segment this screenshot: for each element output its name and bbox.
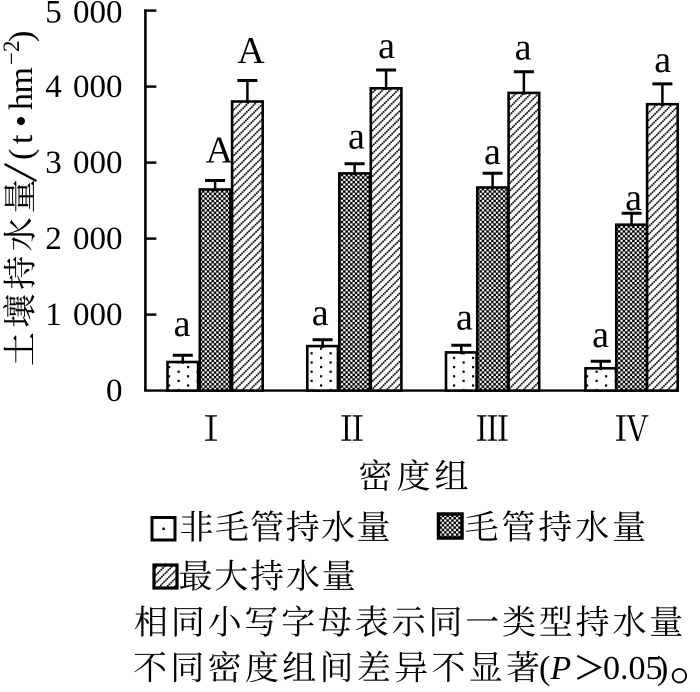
svg-text:a: a [312,292,329,334]
svg-text:1 000: 1 000 [45,297,122,333]
svg-text:a: a [654,39,671,81]
svg-text:a: a [592,314,609,356]
svg-text:0: 0 [106,373,123,409]
svg-text:a: a [456,297,473,339]
svg-text:5 000: 5 000 [45,0,122,31]
svg-text:a: a [378,25,395,67]
svg-text:a: a [625,177,642,219]
svg-text:a: a [174,303,191,345]
svg-text:t: t [3,134,40,144]
svg-text:•: • [3,115,40,127]
svg-text:m: m [3,67,40,93]
svg-text:−2: −2 [0,41,24,65]
svg-text:0.05: 0.05 [603,650,663,687]
svg-text:a: a [515,26,532,68]
svg-text:4 000: 4 000 [45,69,122,105]
svg-text:A: A [206,129,234,171]
svg-text:(P: (P [539,650,571,687]
svg-text:h: h [3,93,40,110]
svg-text:3 000: 3 000 [45,145,122,181]
svg-text:a: a [348,115,365,157]
svg-text:a: a [484,131,501,173]
svg-text:): ) [3,31,40,42]
svg-text:A: A [237,30,265,72]
svg-text:): ) [657,650,668,687]
svg-text:2 000: 2 000 [45,221,122,257]
svg-text:(: ( [3,149,40,160]
